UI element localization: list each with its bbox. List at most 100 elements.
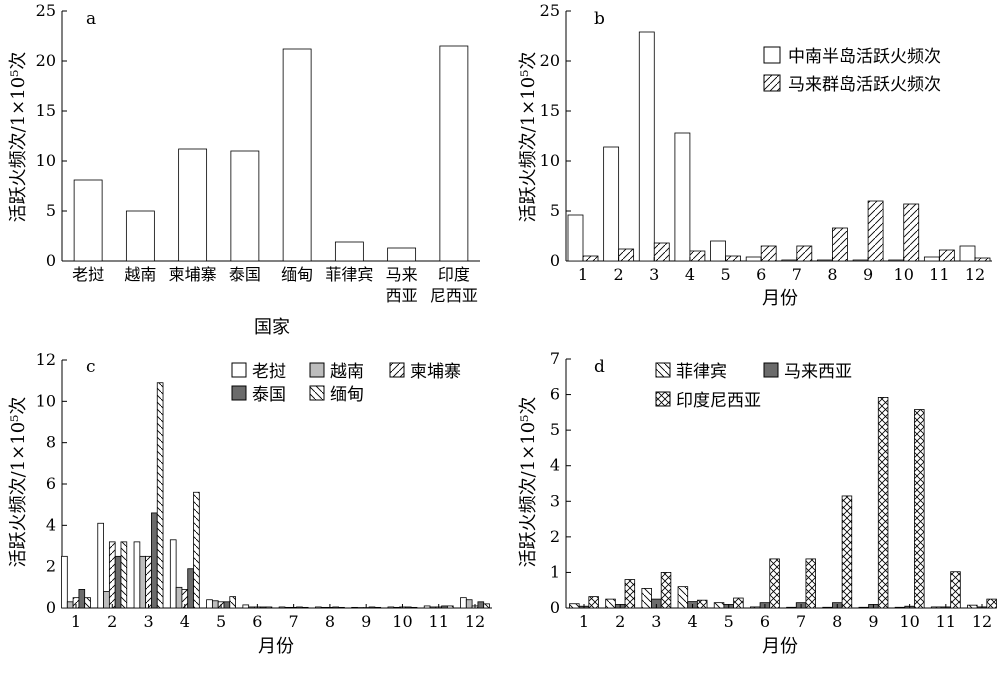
bar [465,599,473,609]
x-tick-label: 7 [289,612,299,631]
bar [320,606,328,609]
bar [483,603,490,609]
y-axis-label: 活跃火频次/1×10⁵次 [8,52,29,223]
bar [713,602,725,609]
x-tick-label: 3 [651,612,661,631]
bar [229,596,236,609]
bar [769,558,780,609]
legend-label: 老挝 [252,362,286,382]
y-tick-label: 7 [550,349,560,368]
y-tick-label: 2 [46,557,56,576]
bar [393,606,400,609]
bar [97,522,104,609]
bar [660,572,672,609]
bar [151,512,158,609]
bar [603,146,620,262]
chart-panel-a: a 活跃火频次/1×10⁵次 国家 0 5 10 15 20 25 老挝 越南 柬埔寨 泰国 缅甸菲… [8,1,480,338]
bar [817,259,833,262]
bar [175,586,183,609]
y-axis-label: 活跃火频次/1×10⁵次 [8,397,29,568]
bar [351,606,358,609]
y-tick-label: 10 [36,391,56,410]
x-tick-label: 马来 [386,265,418,284]
bar [923,256,940,262]
bar [624,579,636,609]
bar [439,45,469,262]
bar [296,606,303,609]
legend-label: 马来西亚 [784,362,852,382]
bar [986,598,997,609]
y-tick-label: 0 [46,251,56,270]
x-tick-label: 6 [756,265,766,284]
bar [357,607,364,609]
x-tick-label: 4 [180,612,190,631]
bar [796,245,813,262]
panel-label: d [594,357,605,377]
panel-label: a [86,9,96,29]
bar [618,248,635,262]
bar [914,409,925,609]
y-tick-label: 5 [550,201,560,220]
legend-swatch [763,46,781,64]
bar [745,256,762,262]
bar [750,606,761,609]
bar [282,48,312,262]
y-tick-label: 1 [550,562,560,581]
y-tick-label: 10 [36,151,56,170]
bar [959,245,976,262]
bar [315,606,322,609]
bar [84,597,91,609]
bar [120,541,128,609]
legend-swatch [231,385,247,401]
bar [832,227,848,262]
bar [410,606,418,609]
bar [760,245,777,262]
y-tick-label: 6 [550,385,560,404]
x-tick-label: 1 [579,612,589,631]
x-tick-label: 越南 [124,265,156,284]
bar [156,382,164,609]
x-tick-label: 11 [429,612,449,631]
legend-label: 中南半岛活跃火频次 [788,47,941,67]
y-tick-label: 25 [540,1,560,20]
legend-label: 缅甸 [330,385,364,405]
x-tick-label: 老挝 [72,265,104,284]
bar [567,214,584,262]
legend-swatch [655,362,671,378]
legend-label: 越南 [330,362,364,382]
bar [108,541,116,609]
bar [852,259,869,262]
chart-panel-c: c 活跃火频次/1×10⁵次 月份 老挝 越南 柬埔寨 泰国 缅甸 0 2 4 6 8 1… [8,350,492,657]
bar [338,606,345,609]
bar [73,179,103,262]
legend-label: 泰国 [252,385,286,405]
y-tick-label: 20 [540,51,560,70]
bar [689,250,706,262]
y-tick-label: 4 [46,515,56,534]
bar [967,604,978,609]
bar [265,606,273,609]
bar [938,249,955,262]
x-axis-label: 月份 [762,288,798,309]
bar [387,606,395,609]
bar [284,606,292,609]
bar [242,604,250,609]
x-tick-label: 8 [832,612,842,631]
x-tick-label: 8 [325,612,335,631]
x-tick-label: 西亚 [386,286,418,305]
bar [822,606,833,609]
x-tick-label: 缅甸 [281,265,313,284]
bar [404,606,412,609]
bar [605,598,616,609]
y-tick-label: 15 [540,101,560,120]
y-tick-label: 5 [550,420,560,439]
y-tick-label: 4 [550,456,560,475]
legend-label: 马来群岛活跃火频次 [788,75,941,95]
panel-label: c [86,357,96,377]
bar [78,589,86,609]
x-axis-label: 月份 [762,636,798,657]
x-tick-label: 菲律宾 [325,265,373,284]
x-tick-label: 12 [965,265,985,284]
x-tick-label: 12 [465,612,485,631]
